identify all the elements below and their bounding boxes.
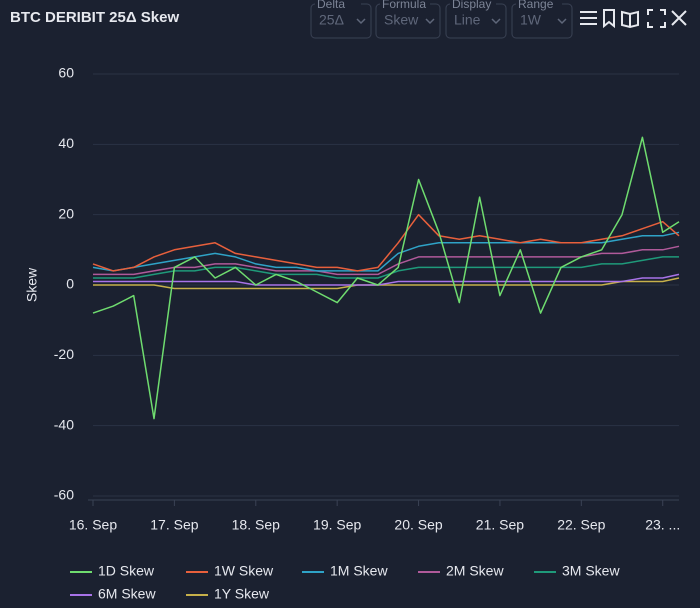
bookmark-icon[interactable]: [603, 9, 615, 29]
series-line: [93, 273, 680, 286]
y-tick-label: -20: [54, 346, 74, 362]
dropdown-arrow: [491, 18, 501, 25]
dropdown-label: Formula: [382, 0, 426, 11]
x-tick-label: 23. ...: [645, 517, 680, 533]
series-line: [92, 136, 680, 420]
legend-label: 2M Skew: [446, 563, 504, 579]
legend-item[interactable]: 1Y Skew: [186, 586, 270, 602]
dropdown-arrow: [557, 18, 567, 25]
dropdown-arrow: [356, 18, 366, 25]
y-tick-label: -60: [54, 487, 74, 503]
x-tick-label: 17. Sep: [150, 517, 198, 533]
y-tick-label: 40: [58, 135, 74, 151]
y-tick-label: 0: [66, 276, 74, 292]
legend-label: 1Y Skew: [214, 586, 270, 602]
dropdown-value: Line: [454, 12, 481, 28]
dropdown-label-bg: [450, 0, 496, 10]
x-tick-label: 19. Sep: [313, 517, 361, 533]
legend-item[interactable]: 6M Skew: [70, 586, 156, 602]
legend-item[interactable]: 3M Skew: [534, 563, 620, 579]
dropdown-arrow: [425, 18, 435, 25]
legend-label: 1W Skew: [214, 563, 274, 579]
chart-title: BTC DERIBIT 25Δ Skew: [10, 9, 179, 26]
dropdown-label-bg: [380, 0, 430, 10]
x-tick-label: 18. Sep: [232, 517, 280, 533]
x-tick-label: 16. Sep: [69, 517, 117, 533]
fullscreen-icon[interactable]: [647, 9, 666, 28]
legend-item[interactable]: 1W Skew: [186, 563, 274, 579]
dropdown-label: Range: [518, 0, 554, 11]
dropdown-label: Delta: [317, 0, 345, 11]
legend-label: 6M Skew: [98, 586, 156, 602]
legend-item[interactable]: 1M Skew: [302, 563, 388, 579]
legend-label: 3M Skew: [562, 563, 620, 579]
legend-label: 1D Skew: [98, 563, 155, 579]
dropdown-label-bg: [315, 0, 361, 10]
series-line: [92, 213, 680, 272]
dropdown-label: Display: [452, 0, 491, 11]
toolbar-icons: [580, 9, 687, 29]
dropdown-label-bg: [516, 0, 562, 10]
y-tick-label: 60: [58, 65, 74, 81]
dropdown-value: 1W: [520, 12, 542, 28]
y-tick-label: 20: [58, 205, 74, 221]
close-icon[interactable]: [671, 10, 687, 26]
y-tick-label: -40: [54, 416, 74, 432]
dropdown-value: 25Δ: [319, 12, 344, 28]
y-axis-label: Skew: [24, 267, 40, 302]
dropdown-value: Skew: [384, 12, 419, 28]
book-icon[interactable]: [621, 10, 639, 29]
x-tick-label: 22. Sep: [557, 517, 605, 533]
legend-item[interactable]: 1D Skew: [70, 563, 155, 579]
x-tick-label: 21. Sep: [476, 517, 524, 533]
legend-label: 1M Skew: [330, 563, 388, 579]
legend-item[interactable]: 2M Skew: [418, 563, 504, 579]
series-line: [93, 256, 679, 279]
x-tick-label: 20. Sep: [394, 517, 442, 533]
series-line: [93, 277, 680, 290]
